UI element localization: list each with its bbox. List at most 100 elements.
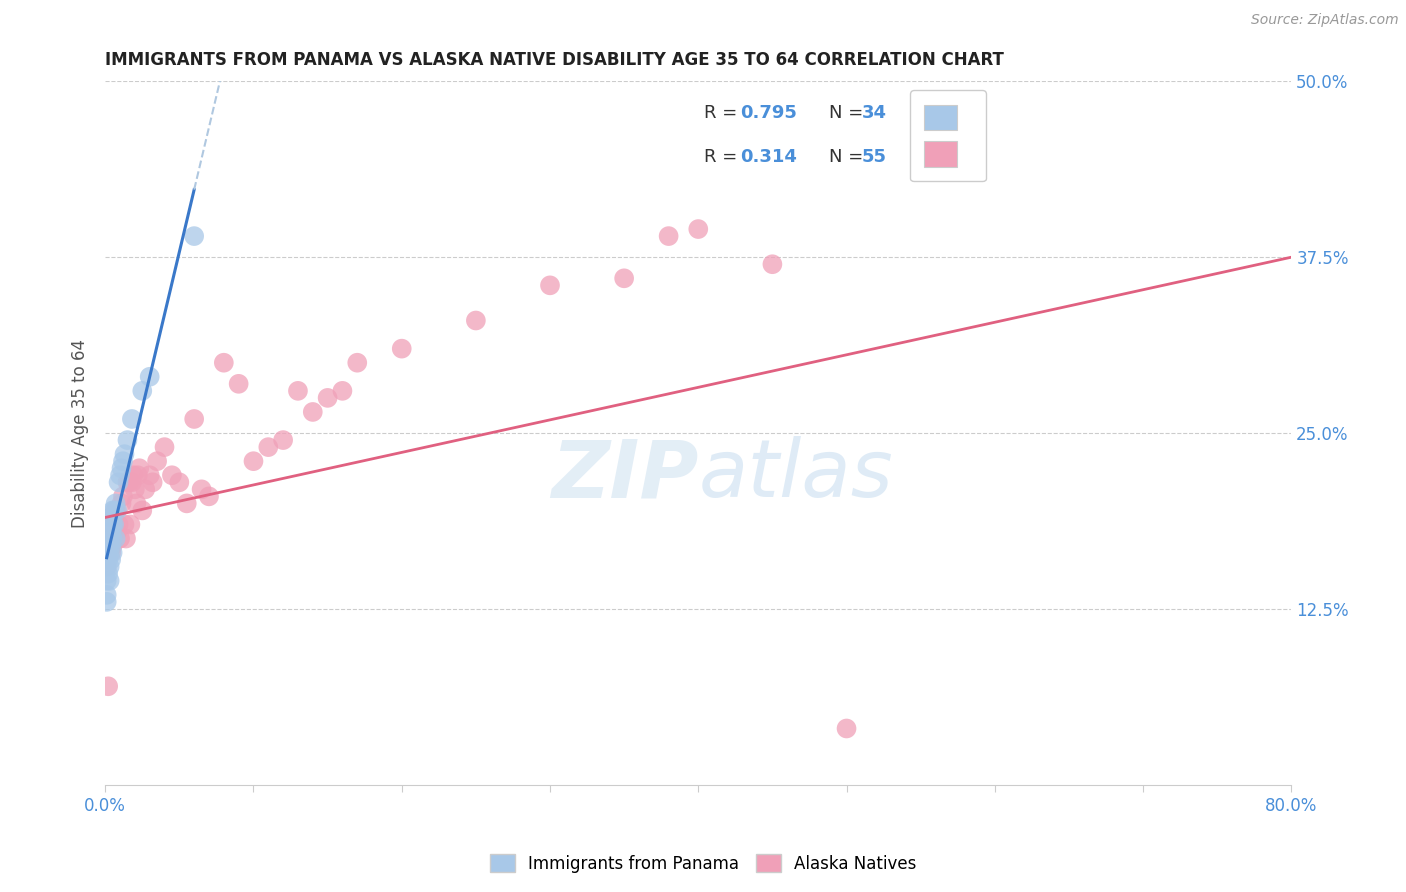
Y-axis label: Disability Age 35 to 64: Disability Age 35 to 64 — [72, 339, 89, 527]
Text: atlas: atlas — [699, 436, 893, 515]
Point — [96, 574, 118, 588]
Text: Source: ZipAtlas.com: Source: ZipAtlas.com — [1251, 13, 1399, 28]
Point — [97, 552, 120, 566]
Point — [688, 222, 710, 236]
Point — [122, 468, 145, 483]
Point — [613, 271, 636, 285]
Point — [98, 574, 121, 588]
Point — [198, 489, 221, 503]
Point — [96, 588, 118, 602]
Point — [115, 532, 138, 546]
Legend: Immigrants from Panama, Alaska Natives: Immigrants from Panama, Alaska Natives — [484, 847, 922, 880]
Point — [96, 559, 118, 574]
Point — [101, 546, 124, 560]
Point — [97, 679, 120, 693]
Point — [110, 496, 132, 510]
Point — [332, 384, 354, 398]
Point — [105, 524, 128, 539]
Point — [142, 475, 165, 490]
Point — [103, 503, 125, 517]
Point — [301, 405, 323, 419]
Point — [271, 433, 294, 447]
Text: R =: R = — [704, 104, 744, 122]
Point — [97, 539, 120, 553]
Point — [146, 454, 169, 468]
Point — [121, 412, 143, 426]
Point — [114, 447, 136, 461]
Point — [101, 539, 124, 553]
Point — [131, 384, 153, 398]
Point — [538, 278, 561, 293]
Point — [100, 510, 122, 524]
Point — [101, 503, 124, 517]
Point — [346, 356, 368, 370]
Point — [160, 468, 183, 483]
Point — [121, 475, 143, 490]
Text: R =: R = — [704, 147, 744, 166]
Point — [128, 461, 150, 475]
Point — [108, 532, 131, 546]
Point — [105, 503, 128, 517]
Point — [98, 559, 121, 574]
Point — [96, 559, 118, 574]
Text: ZIP: ZIP — [551, 436, 699, 515]
Point — [761, 257, 783, 271]
Text: 0.795: 0.795 — [740, 104, 797, 122]
Point — [98, 546, 121, 560]
Point — [212, 356, 235, 370]
Text: 55: 55 — [862, 147, 887, 166]
Point — [100, 539, 122, 553]
Point — [110, 461, 132, 475]
Point — [111, 489, 134, 503]
Text: IMMIGRANTS FROM PANAMA VS ALASKA NATIVE DISABILITY AGE 35 TO 64 CORRELATION CHAR: IMMIGRANTS FROM PANAMA VS ALASKA NATIVE … — [105, 51, 1004, 69]
Text: N =: N = — [828, 104, 869, 122]
Point — [464, 313, 486, 327]
Point — [134, 483, 156, 497]
Point — [103, 510, 125, 524]
Point — [391, 342, 413, 356]
Point — [118, 475, 141, 490]
Point — [100, 524, 122, 539]
Point — [138, 369, 160, 384]
Point — [108, 468, 131, 483]
Point — [287, 384, 309, 398]
Point — [183, 412, 205, 426]
Point — [103, 517, 125, 532]
Point — [104, 503, 127, 517]
Point — [111, 454, 134, 468]
Point — [316, 391, 339, 405]
Point — [127, 468, 149, 483]
Point — [101, 517, 124, 532]
Legend: , : , — [910, 90, 986, 181]
Point — [117, 433, 139, 447]
Point — [176, 496, 198, 510]
Text: 34: 34 — [862, 104, 887, 122]
Point — [101, 517, 124, 532]
Point — [96, 595, 118, 609]
Point — [120, 517, 142, 532]
Point — [98, 510, 121, 524]
Point — [114, 517, 136, 532]
Point — [98, 532, 121, 546]
Point — [124, 483, 146, 497]
Point — [228, 376, 250, 391]
Point — [835, 722, 858, 736]
Point — [138, 468, 160, 483]
Point — [101, 532, 124, 546]
Point — [257, 440, 280, 454]
Point — [242, 454, 264, 468]
Point — [100, 532, 122, 546]
Point — [107, 517, 129, 532]
Point — [104, 496, 127, 510]
Point — [169, 475, 191, 490]
Point — [131, 503, 153, 517]
Point — [107, 475, 129, 490]
Text: 0.314: 0.314 — [740, 147, 797, 166]
Point — [100, 546, 122, 560]
Point — [104, 532, 127, 546]
Point — [183, 229, 205, 244]
Point — [658, 229, 681, 244]
Point — [117, 475, 139, 490]
Point — [190, 483, 212, 497]
Point — [97, 566, 120, 581]
